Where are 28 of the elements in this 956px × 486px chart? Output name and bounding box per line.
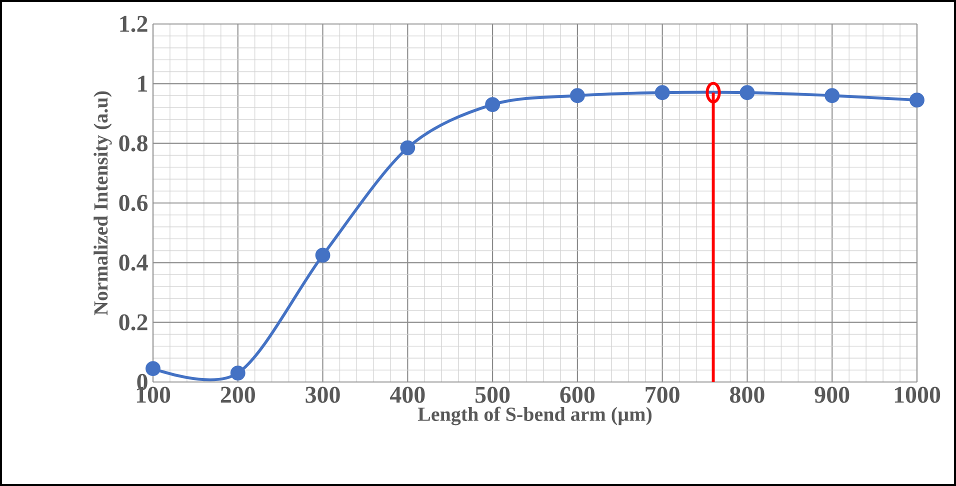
- point: [230, 366, 246, 381]
- point: [654, 85, 670, 100]
- x-tick-label: 700: [646, 386, 680, 403]
- x-tick-label: 200: [220, 386, 255, 403]
- point: [740, 85, 755, 100]
- x-tick-label: 400: [390, 386, 425, 403]
- point: [146, 361, 160, 376]
- point: [824, 88, 840, 104]
- x-tick-label: 800: [730, 386, 764, 403]
- point: [315, 248, 330, 263]
- point: [910, 92, 924, 108]
- point: [400, 140, 416, 156]
- point: [706, 82, 721, 104]
- y-tick-label: 0.6: [119, 194, 148, 212]
- point: [570, 88, 585, 104]
- y-tick-label: 0.2: [119, 314, 148, 330]
- y-axis-title: Normalized Intensity (a.u): [94, 91, 112, 316]
- x-tick-label: 300: [306, 386, 340, 403]
- point: [485, 97, 500, 112]
- x-axis-title: Length of S-bend arm (µm): [418, 406, 652, 426]
- y-tick-label: 0.4: [119, 254, 148, 271]
- y-tick-label: 0.8: [119, 135, 148, 152]
- x-tick-label: 500: [476, 386, 510, 403]
- x-tick-label: 900: [814, 386, 850, 403]
- y-tick-label: 1: [138, 76, 148, 92]
- y-tick-label: 1.2: [120, 16, 148, 32]
- x-tick-label: 1000: [894, 386, 940, 403]
- x-tick-label: 600: [560, 386, 595, 403]
